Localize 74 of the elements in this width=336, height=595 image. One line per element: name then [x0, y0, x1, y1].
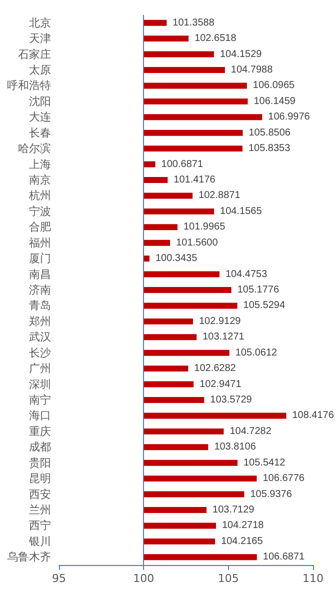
y-tick-label: 西宁: [29, 519, 51, 532]
data-label: 104.4753: [225, 268, 268, 280]
y-tick-label: 南宁: [29, 394, 51, 406]
data-label: 100.3435: [155, 253, 198, 264]
data-label: 101.9965: [183, 222, 226, 233]
data-label: 105.8353: [248, 143, 291, 154]
y-tick-label: 宁波: [29, 204, 51, 218]
y-tick-label: 厦门: [29, 252, 51, 266]
y-tick-label: 济南: [29, 284, 51, 296]
data-label: 106.9976: [268, 112, 310, 123]
data-label: 103.1271: [202, 332, 245, 343]
y-tick-label: 贵阳: [29, 456, 51, 470]
y-tick-label: 北京: [29, 16, 51, 30]
data-label: 102.8871: [198, 190, 241, 202]
data-label: 102.9471: [200, 378, 242, 390]
x-tick-label: 110: [302, 572, 324, 585]
data-label: 105.1776: [237, 284, 280, 296]
data-label: 104.2718: [222, 520, 264, 532]
y-tick-label: 南昌: [29, 268, 51, 281]
y-tick-label: 太原: [29, 64, 51, 76]
y-tick-label: 海口: [29, 409, 51, 422]
x-tick-label: 105: [218, 572, 239, 585]
y-tick-label: 沈阳: [29, 94, 51, 108]
y-tick-label: 福州: [29, 236, 51, 250]
data-label: 102.9129: [198, 316, 242, 327]
y-tick-label: 呼和浩特: [7, 79, 51, 92]
data-label: 103.8106: [214, 442, 256, 453]
data-label: 108.4176: [292, 410, 334, 422]
data-label: 105.5294: [243, 300, 286, 312]
data-label: 102.6518: [194, 33, 237, 44]
data-label: 105.8506: [248, 127, 291, 138]
data-label: 106.0965: [252, 80, 296, 92]
y-tick-label: 合肥: [29, 220, 51, 234]
data-label: 105.0612: [235, 347, 278, 358]
y-tick-label: 上海: [29, 158, 51, 171]
y-tick-label: 重庆: [29, 424, 51, 438]
y-tick-label: 哈尔滨: [18, 142, 51, 156]
data-label: 104.7988: [230, 64, 274, 76]
y-tick-label: 深圳: [29, 378, 51, 391]
data-label: 106.6776: [262, 473, 305, 484]
data-label: 100.6871: [161, 158, 204, 170]
data-label: 105.9376: [250, 488, 292, 500]
data-label: 101.5600: [176, 237, 218, 248]
y-tick-label: 大连: [29, 110, 51, 124]
y-tick-label: 石家庄: [18, 48, 51, 61]
data-label: 102.6282: [194, 363, 236, 374]
y-tick-label: 青岛: [29, 299, 51, 312]
data-label: 101.4176: [174, 174, 216, 186]
y-tick-label: 郑州: [29, 314, 51, 328]
y-tick-label: 昆明: [29, 472, 51, 486]
data-label: 104.1565: [220, 206, 262, 217]
y-tick-label: 武汉: [29, 330, 51, 344]
data-label: 103.5729: [210, 394, 252, 406]
y-tick-label: 银川: [28, 534, 51, 548]
y-tick-label: 成都: [29, 440, 51, 454]
data-label: 106.1459: [254, 96, 296, 107]
data-label: 106.6871: [262, 552, 306, 563]
x-tick-label: 95: [52, 572, 66, 585]
y-tick-label: 南京: [29, 174, 51, 186]
data-label: 101.3588: [172, 17, 215, 28]
y-tick-label: 长春: [29, 126, 51, 140]
data-label: 105.5412: [244, 457, 286, 468]
data-label: 103.7129: [212, 504, 255, 516]
y-tick-label: 长沙: [29, 346, 51, 360]
y-tick-label: 杭州: [28, 189, 51, 202]
y-tick-label: 乌鲁木齐: [7, 550, 51, 564]
data-label: 104.2165: [221, 536, 264, 547]
y-tick-label: 西安: [29, 488, 51, 501]
y-tick-label: 天津: [29, 32, 51, 46]
x-tick-label: 100: [133, 572, 154, 585]
y-tick-label: 广州: [29, 362, 51, 376]
data-label: 104.1529: [220, 48, 262, 60]
y-tick-label: 兰州: [29, 504, 51, 516]
data-label: 104.7282: [230, 426, 272, 437]
